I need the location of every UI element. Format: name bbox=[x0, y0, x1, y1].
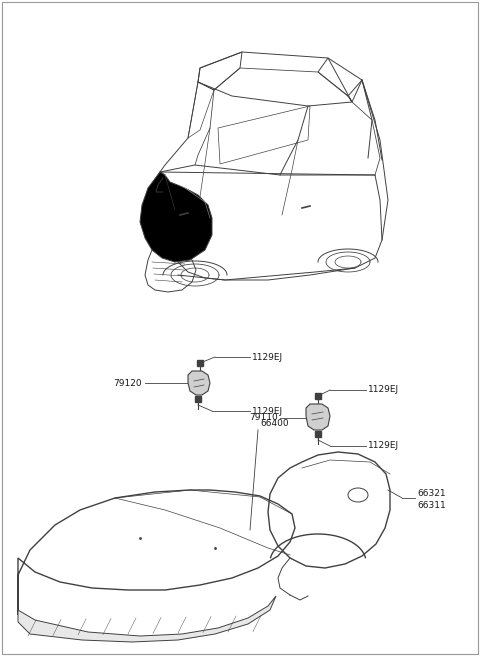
Text: 1129EJ: 1129EJ bbox=[368, 386, 399, 394]
Text: 79120: 79120 bbox=[113, 379, 142, 388]
Text: 1129EJ: 1129EJ bbox=[368, 441, 399, 451]
Text: 79110: 79110 bbox=[249, 413, 278, 422]
Polygon shape bbox=[188, 371, 210, 395]
Text: 66311: 66311 bbox=[417, 501, 446, 510]
Polygon shape bbox=[18, 596, 276, 642]
Text: 1129EJ: 1129EJ bbox=[252, 407, 283, 415]
Text: 66321: 66321 bbox=[417, 489, 445, 499]
Text: 1129EJ: 1129EJ bbox=[252, 352, 283, 361]
Polygon shape bbox=[306, 404, 330, 430]
Text: 66400: 66400 bbox=[260, 419, 288, 428]
Polygon shape bbox=[140, 172, 212, 262]
